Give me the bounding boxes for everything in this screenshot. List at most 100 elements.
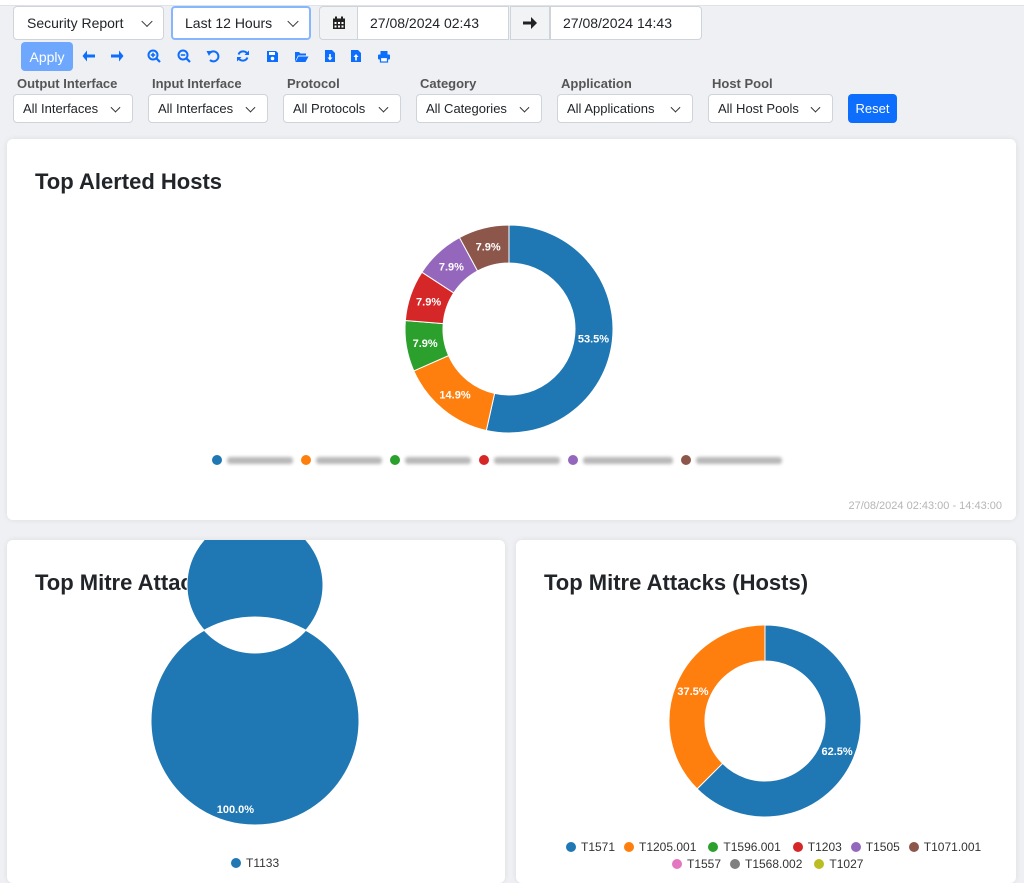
slice-label: 37.5% (677, 686, 708, 698)
folder-open-icon (294, 51, 308, 62)
legend-color-dot (390, 455, 400, 465)
top-alerted-hosts-chart: 53.5% 14.9% 7.9% 7.9% 7.9% 7.9% (404, 224, 614, 434)
legend-item[interactable]: T1571 (566, 840, 615, 854)
legend-color-dot (479, 455, 489, 465)
pie-slice[interactable] (458, 224, 510, 272)
forward-button[interactable] (109, 48, 125, 64)
date-end-input[interactable]: 27/08/2024 14:43 (550, 6, 702, 40)
legend-color-dot (212, 455, 222, 465)
print-button[interactable] (376, 48, 392, 64)
protocol-value: All Protocols (293, 101, 366, 116)
legend-item[interactable] (212, 455, 293, 465)
pie-slice[interactable] (696, 624, 862, 818)
host-pool-select[interactable]: All Host Pools (708, 94, 833, 123)
pie-slice[interactable] (150, 540, 360, 826)
filter-label-input-interface: Input Interface (152, 76, 242, 91)
slice-label: 62.5% (821, 746, 852, 758)
download-button[interactable] (322, 48, 338, 64)
file-upload-icon (351, 50, 361, 62)
legend-item[interactable]: T1596.001 (708, 840, 781, 854)
slice-label: 7.9% (413, 338, 438, 350)
legend-item[interactable]: T1203 (792, 840, 842, 854)
legend-color-dot (568, 455, 578, 465)
legend-item[interactable]: T1505 (850, 840, 900, 854)
legend-item[interactable]: T1071.001 (908, 840, 981, 854)
legend-label-redacted (494, 456, 560, 464)
top-alerted-hosts-card: Top Alerted Hosts 53.5% 14.9% 7.9% 7.9% 7.9%… (7, 139, 1016, 520)
arrow-right-icon (111, 50, 124, 62)
mitre-hosts-chart: 62.5% 37.5% (668, 624, 862, 818)
report-select[interactable]: Security Report (13, 6, 164, 40)
calendar-button[interactable] (319, 6, 357, 40)
slice-label: 7.9% (439, 261, 464, 273)
date-arrow-button[interactable] (510, 6, 550, 40)
legend-color-dot (301, 455, 311, 465)
legend-item[interactable]: T1557 (672, 857, 721, 871)
output-interface-select[interactable]: All Interfaces (13, 94, 133, 123)
back-button[interactable] (81, 48, 97, 64)
chevron-down-icon (110, 102, 121, 113)
file-download-icon (325, 50, 335, 62)
legend-label-redacted (227, 456, 293, 464)
category-select[interactable]: All Categories (416, 94, 542, 123)
filter-label-application: Application (561, 76, 632, 91)
reset-button[interactable]: Reset (848, 94, 897, 123)
legend-color-dot (672, 859, 682, 869)
open-button[interactable] (293, 48, 309, 64)
mitre-flows-card: Top Mitre Attacks (Flows) 100.0% T1133 (7, 540, 505, 883)
legend-item[interactable] (479, 455, 560, 465)
legend-color-dot (730, 859, 740, 869)
chevron-down-icon (519, 102, 530, 113)
input-interface-value: All Interfaces (158, 101, 234, 116)
arrow-left-icon (82, 50, 95, 62)
legend-item[interactable]: T1133 (231, 856, 279, 870)
date-end-value: 27/08/2024 14:43 (563, 15, 672, 31)
legend-color-dot (708, 842, 719, 852)
legend-item[interactable]: T1205.001 (624, 840, 696, 854)
date-begin-input[interactable]: 27/08/2024 02:43 (357, 6, 509, 40)
zoom-in-icon (147, 49, 161, 63)
chevron-down-icon (810, 102, 821, 113)
upload-button[interactable] (348, 48, 364, 64)
pie-slice[interactable] (668, 624, 766, 790)
filter-label-category: Category (420, 76, 477, 91)
legend-color-dot (850, 842, 861, 852)
apply-button[interactable]: Apply (21, 42, 73, 71)
save-button[interactable] (264, 48, 280, 64)
time-range-label: 27/08/2024 02:43:00 - 14:43:00 (848, 500, 1002, 512)
legend-label-redacted (696, 456, 782, 464)
input-interface-select[interactable]: All Interfaces (148, 94, 268, 123)
legend-label: T1571 (581, 840, 616, 854)
legend-item[interactable] (301, 455, 382, 465)
output-interface-value: All Interfaces (23, 101, 99, 116)
legend-label: T1203 (807, 840, 842, 854)
chevron-down-icon (378, 102, 389, 113)
application-value: All Applications (567, 101, 655, 116)
protocol-select[interactable]: All Protocols (283, 94, 401, 123)
calendar-icon (332, 16, 345, 29)
legend-item[interactable]: T1568.002 (730, 857, 802, 871)
legend-item[interactable] (681, 455, 782, 465)
legend-item[interactable] (390, 455, 471, 465)
zoom-out-button[interactable] (176, 48, 192, 64)
zoom-in-button[interactable] (146, 48, 162, 64)
application-select[interactable]: All Applications (557, 94, 693, 123)
legend-label: T1596.001 (723, 840, 781, 854)
mitre-hosts-card: Top Mitre Attacks (Hosts) 62.5% 37.5% T15… (516, 540, 1016, 883)
chevron-down-icon (141, 15, 153, 28)
chevron-down-icon (287, 15, 299, 28)
time-range-select[interactable]: Last 12 Hours (171, 6, 311, 40)
legend-item[interactable] (568, 455, 673, 465)
filter-label-host-pool: Host Pool (712, 76, 773, 91)
zoom-out-icon (177, 49, 191, 63)
slice-label: 100.0% (217, 804, 255, 816)
pie-slice[interactable] (485, 224, 614, 434)
category-value: All Categories (426, 101, 507, 116)
refresh-button[interactable] (235, 48, 251, 64)
time-range-value: Last 12 Hours (185, 15, 273, 31)
legend-color-dot (792, 842, 803, 852)
legend-item[interactable]: T1027 (814, 857, 863, 871)
card-title: Top Mitre Attacks (Hosts) (544, 570, 809, 595)
undo-button[interactable] (205, 48, 221, 64)
card-title: Top Alerted Hosts (35, 169, 223, 194)
